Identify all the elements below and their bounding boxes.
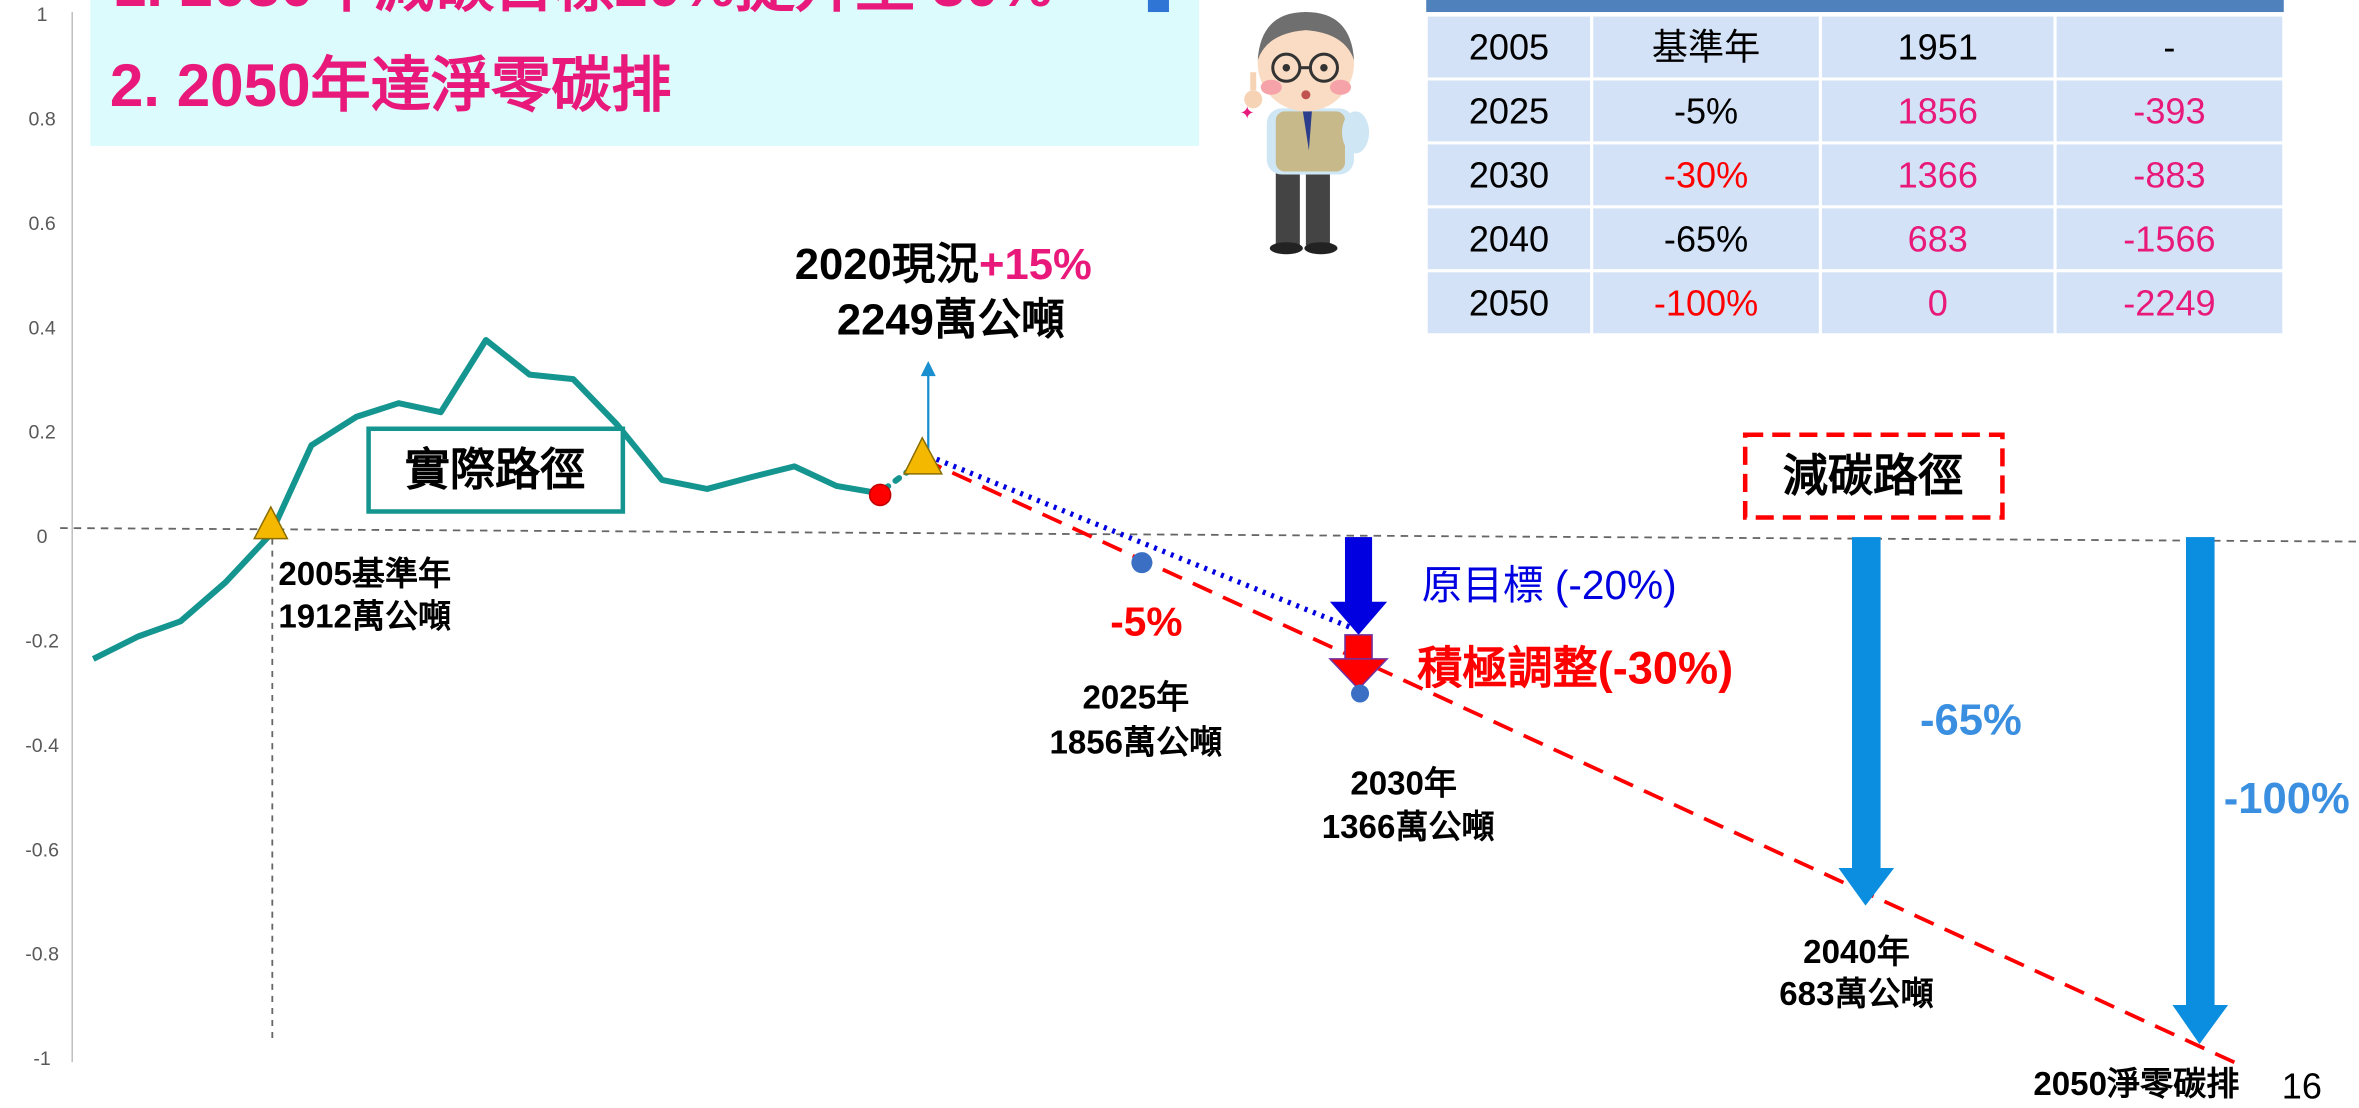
point-2025 (1131, 552, 1153, 574)
arrow-2040 (1851, 537, 1881, 872)
table-cell: 2030 (1469, 154, 1549, 195)
table-cell-bg (1424, 77, 1594, 145)
y-axis-label: -0.4 (25, 735, 59, 757)
y-axis-label: 0 (37, 526, 48, 548)
y-axis-label: -1 (33, 1048, 50, 1070)
y2030-label: 2030年 (1350, 765, 1457, 802)
character: ✦ (1240, 12, 1370, 255)
point-2020-actual (868, 483, 892, 507)
y2030-amount: 1366萬公噸 (1322, 809, 1495, 846)
base-amount-label: 1912萬公噸 (278, 598, 451, 635)
table-cell: -393 (2133, 90, 2205, 131)
actual-path-label: 實際路徑 (405, 444, 586, 495)
actual-path-box (366, 426, 626, 514)
table-cell: -65% (1664, 218, 1748, 259)
table-cell: -2249 (2123, 282, 2215, 323)
table-cell: 683 (1908, 218, 1968, 259)
table-cell-bg (2053, 13, 2286, 81)
title-box (90, 0, 1200, 146)
base-marker (253, 505, 289, 540)
y-axis-labels: 1 0.8 0.6 0.4 0.2 0 -0.2 -0.4 -0.6 -0.8 -1 (25, 4, 59, 1070)
table-cell-bg (1424, 205, 1594, 273)
reduction-path-label: 減碳路徑 (1783, 450, 1964, 501)
y-axis-label: -0.6 (25, 839, 59, 861)
y2040-amount: 683萬公噸 (1779, 976, 1933, 1013)
minus65-label: -65% (1920, 697, 2022, 745)
table-header (1426, 0, 2284, 13)
svg-text:✦: ✦ (1240, 103, 1255, 123)
y-axis-label: 0.4 (29, 317, 56, 339)
table-cell-bg (1590, 13, 1822, 81)
base-year-label: 2005基準年 (278, 556, 451, 593)
now-marker (902, 436, 944, 475)
page-number: 16 (2282, 1066, 2322, 1107)
table-cell: 基準年 (1652, 27, 1760, 68)
now-change: +15% (979, 241, 1092, 289)
table-cell-bg (2053, 269, 2286, 337)
minus5-label: -5% (1110, 598, 1182, 644)
now-amount: 2249萬公噸 (837, 296, 1065, 344)
table-cell-bg (1424, 141, 1594, 209)
original-arrow (1344, 537, 1373, 605)
table-cell-bg (1424, 13, 1594, 81)
table-cell: 1951 (1898, 27, 1978, 68)
table-cell-bg (2053, 205, 2286, 273)
now-arrow-head (920, 361, 936, 377)
table-cell: -1566 (2123, 218, 2215, 259)
table-cell: 2040 (1469, 218, 1549, 259)
table-cell: 0 (1928, 282, 1948, 323)
table-cell-bg (1818, 269, 2057, 337)
table-cell: 1856 (1898, 90, 1978, 131)
original-arrow-head (1329, 601, 1388, 635)
y-axis-label: -0.8 (25, 944, 59, 966)
y2050-label: 2050淨零碳排 (2033, 1066, 2239, 1103)
y2025-label: 2025年 (1083, 680, 1190, 717)
y2025-amount: 1856萬公噸 (1049, 725, 1222, 762)
title-icon (1147, 0, 1169, 13)
y-axis-label: 0.2 (29, 422, 56, 444)
title-line1: 1. 2030年減碳目標20%提升至 30% (113, 0, 1053, 19)
table-cell: 2025 (1469, 90, 1549, 131)
y-axis-label: 0.8 (29, 108, 56, 130)
table-cell-bg (1590, 141, 1822, 209)
y2040-label: 2040年 (1803, 934, 1910, 971)
adjusted-arrow-head (1328, 658, 1389, 691)
table-cell-bg (2053, 77, 2286, 145)
adjusted-arrow (1344, 634, 1373, 663)
title-line2: 2. 2050年達淨零碳排 (110, 52, 672, 119)
point-2030 (1351, 684, 1370, 703)
adjusted-target-label: 積極調整(-30%) (1417, 642, 1733, 693)
y-axis-label: 1 (37, 4, 48, 26)
minus100-label: -100% (2224, 775, 2350, 823)
table-cell: -883 (2133, 154, 2205, 195)
reduction-path-box (1742, 432, 2005, 520)
table-cell: -100% (1654, 282, 1758, 323)
table-cell: -5% (1674, 90, 1738, 131)
actual-path-line (91, 336, 881, 662)
now-label: 2020現況+15% (795, 241, 1092, 289)
table-cell: 2050 (1469, 282, 1549, 323)
table-cell-bg (1818, 205, 2057, 273)
arrow-2050-head (2172, 1004, 2229, 1045)
table-cell: 2005 (1469, 27, 1549, 68)
y-axis-label: -0.2 (25, 630, 59, 652)
arrow-2050 (2185, 537, 2215, 1008)
table-cell: - (2163, 27, 2175, 68)
table-cell: 1366 (1898, 154, 1978, 195)
original-target-label: 原目標 (-20%) (1422, 562, 1677, 608)
y-axis-label: 0.6 (29, 213, 56, 235)
zero-line (60, 527, 2359, 543)
now-year: 2020現況 (795, 241, 979, 289)
table: 2005 基準年 1951 - 2025 -5% 1856 -393 2030 -30% 1366 -… (1424, 0, 2286, 337)
arrow-2040-head (1838, 868, 1895, 906)
table-cell: -30% (1664, 154, 1748, 195)
